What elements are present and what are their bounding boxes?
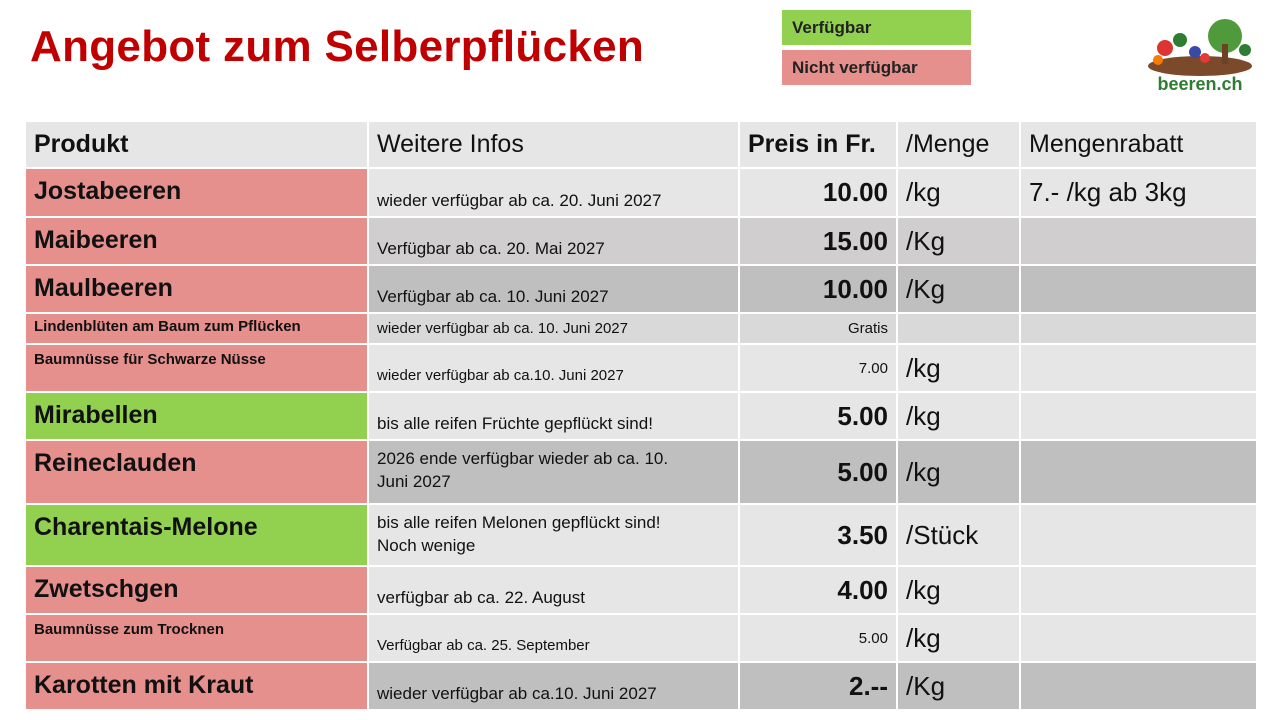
product-cell: Zwetschgen (24, 565, 369, 615)
info-line: 2026 ende verfügbar wieder ab ca. 10. (377, 449, 669, 468)
price-cell: 4.00 (738, 565, 898, 615)
price-cell: 7.00 (738, 343, 898, 393)
info-line: Verfügbar ab ca. 10. Juni 2027 (377, 287, 609, 306)
price-cell: 3.50 (738, 503, 898, 567)
product-cell: Charentais-Melone (24, 503, 369, 567)
product-cell: Karotten mit Kraut (24, 661, 369, 711)
discount-cell (1019, 613, 1258, 663)
price-cell: 5.00 (738, 613, 898, 663)
info-line: bis alle reifen Melonen gepflückt sind! (377, 513, 661, 532)
discount-cell (1019, 312, 1258, 345)
unit-cell: /kg (896, 439, 1021, 505)
info-line: wieder verfügbar ab ca.10. Juni 2027 (377, 684, 657, 703)
title: Angebot zum Selberpflücken (30, 22, 645, 71)
info-line: wieder verfügbar ab ca. 20. Juni 2027 (377, 191, 662, 210)
info-cell: Verfügbar ab ca. 10. Juni 2027 (367, 264, 740, 314)
info-line: wieder verfügbar ab ca. 10. Juni 2027 (377, 320, 628, 337)
unit-cell (896, 312, 1021, 345)
info-cell: 2026 ende verfügbar wieder ab ca. 10. Jun… (367, 439, 740, 505)
info-line: Noch wenige (377, 536, 476, 555)
discount-cell (1019, 216, 1258, 266)
table-row: Reineclauden 2026 ende verfügbar wieder a… (24, 439, 1258, 505)
price-cell: 10.00 (738, 264, 898, 314)
column-header: Preis in Fr. (738, 120, 898, 169)
column-header: /Menge (896, 120, 1021, 169)
legend-unavailable: Nicht verfügbar (782, 50, 971, 85)
discount-cell (1019, 343, 1258, 393)
discount-cell (1019, 439, 1258, 505)
info-cell: wieder verfügbar ab ca.10. Juni 2027 (367, 343, 740, 393)
product-cell: Jostabeeren (24, 167, 369, 218)
table-row: Karotten mit Kraut wieder verfügbar ab ca… (24, 661, 1258, 711)
unit-cell: /kg (896, 613, 1021, 663)
discount-cell (1019, 391, 1258, 441)
discount-cell: 7.- /kg ab 3kg (1019, 167, 1258, 218)
price-table: Produkt Weitere Infos Preis in Fr./Menge Me… (24, 120, 1258, 711)
column-header: Mengenrabatt (1019, 120, 1258, 169)
table-row: Lindenblüten am Baum zum Pflücken wieder… (24, 312, 1258, 345)
discount-cell (1019, 661, 1258, 711)
table-row: Mirabellen bis alle reifen Früchte gepflü… (24, 391, 1258, 441)
logo: beeren.ch (1148, 19, 1252, 94)
product-cell: Reineclauden (24, 439, 369, 505)
info-line: wieder verfügbar ab ca.10. Juni 2027 (377, 367, 624, 384)
price-cell: 10.00 (738, 167, 898, 218)
info-cell: verfügbar ab ca. 22. August (367, 565, 740, 615)
header-row: Produkt Weitere Infos Preis in Fr./Menge Me… (24, 120, 1258, 169)
info-line: verfügbar ab ca. 22. August (377, 588, 585, 607)
unit-cell: /Stück (896, 503, 1021, 567)
info-line: Verfügbar ab ca. 25. September (377, 637, 590, 654)
product-cell: Baumnüsse zum Trocknen (24, 613, 369, 663)
info-cell: wieder verfügbar ab ca. 10. Juni 2027 (367, 312, 740, 345)
discount-cell (1019, 503, 1258, 567)
unit-cell: /kg (896, 565, 1021, 615)
discount-cell (1019, 264, 1258, 314)
info-line: Verfügbar ab ca. 20. Mai 2027 (377, 239, 605, 258)
info-line: Juni 2027 (377, 472, 451, 491)
unit-cell: /kg (896, 343, 1021, 393)
unit-cell: /kg (896, 167, 1021, 218)
info-cell: Verfügbar ab ca. 25. September (367, 613, 740, 663)
info-cell: bis alle reifen Früchte gepflückt sind! (367, 391, 740, 441)
info-cell: wieder verfügbar ab ca. 20. Juni 2027 (367, 167, 740, 218)
product-cell: Maibeeren (24, 216, 369, 266)
unit-cell: /Kg (896, 216, 1021, 266)
price-cell: 5.00 (738, 391, 898, 441)
price-cell: 2.-- (738, 661, 898, 711)
price-cell: Gratis (738, 312, 898, 345)
info-line: bis alle reifen Früchte gepflückt sind! (377, 414, 653, 433)
info-cell: bis alle reifen Melonen gepflückt sind! N… (367, 503, 740, 567)
discount-cell (1019, 565, 1258, 615)
product-cell: Maulbeeren (24, 264, 369, 314)
logo-text: beeren.ch (1157, 74, 1242, 94)
info-cell: wieder verfügbar ab ca.10. Juni 2027 (367, 661, 740, 711)
legend-available: Verfügbar (782, 10, 971, 45)
price-cell: 5.00 (738, 439, 898, 505)
product-cell: Baumnüsse für Schwarze Nüsse (24, 343, 369, 393)
info-cell: Verfügbar ab ca. 20. Mai 2027 (367, 216, 740, 266)
table-row: Baumnüsse für Schwarze Nüsse wieder verfü… (24, 343, 1258, 393)
unit-cell: /kg (896, 391, 1021, 441)
column-header: Weitere Infos (367, 120, 740, 169)
product-cell: Lindenblüten am Baum zum Pflücken (24, 312, 369, 345)
table-row: Charentais-Melone bis alle reifen Melonen… (24, 503, 1258, 567)
table-row: Baumnüsse zum Trocknen Verfügbar ab ca. 2… (24, 613, 1258, 663)
table-row: Zwetschgen verfügbar ab ca. 22. August 4.0… (24, 565, 1258, 615)
unit-cell: /Kg (896, 264, 1021, 314)
table-row: Maulbeeren Verfügbar ab ca. 10. Juni 2027… (24, 264, 1258, 314)
table-row: Jostabeeren wieder verfügbar ab ca. 20. J… (24, 167, 1258, 218)
column-header: Produkt (24, 120, 369, 169)
unit-cell: /Kg (896, 661, 1021, 711)
price-cell: 15.00 (738, 216, 898, 266)
product-cell: Mirabellen (24, 391, 369, 441)
table-row: Maibeeren Verfügbar ab ca. 20. Mai 2027 15… (24, 216, 1258, 266)
